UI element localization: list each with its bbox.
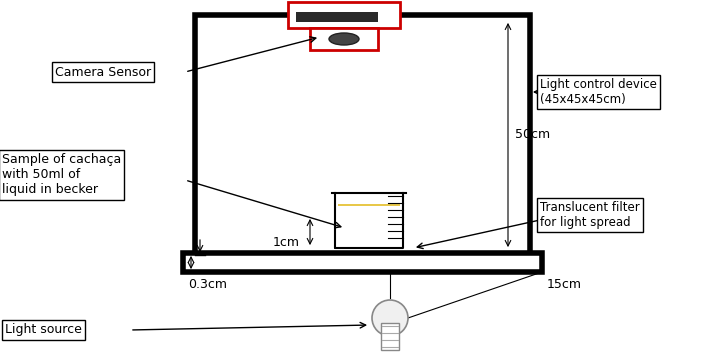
Text: 50cm: 50cm	[515, 129, 550, 141]
Text: 0.3cm: 0.3cm	[188, 277, 227, 290]
Ellipse shape	[329, 33, 359, 45]
Bar	[288, 2, 400, 28]
Text: Translucent filter
for light spread: Translucent filter for light spread	[540, 201, 640, 229]
Bar	[338, 204, 400, 206]
Circle shape	[372, 300, 408, 336]
Text: Camera Sensor: Camera Sensor	[55, 66, 151, 79]
Bar	[296, 12, 378, 22]
Text: Light source: Light source	[5, 324, 82, 336]
Text: Light control device
(45x45x45cm): Light control device (45x45x45cm)	[540, 78, 657, 106]
Bar	[310, 28, 378, 50]
Text: 1cm: 1cm	[273, 236, 300, 248]
Bar	[381, 323, 399, 350]
Text: 15cm: 15cm	[547, 277, 582, 290]
Bar	[195, 15, 530, 255]
Text: Sample of cachaça
with 50ml of
liquid in becker: Sample of cachaça with 50ml of liquid in…	[2, 153, 122, 197]
Bar	[183, 253, 542, 272]
